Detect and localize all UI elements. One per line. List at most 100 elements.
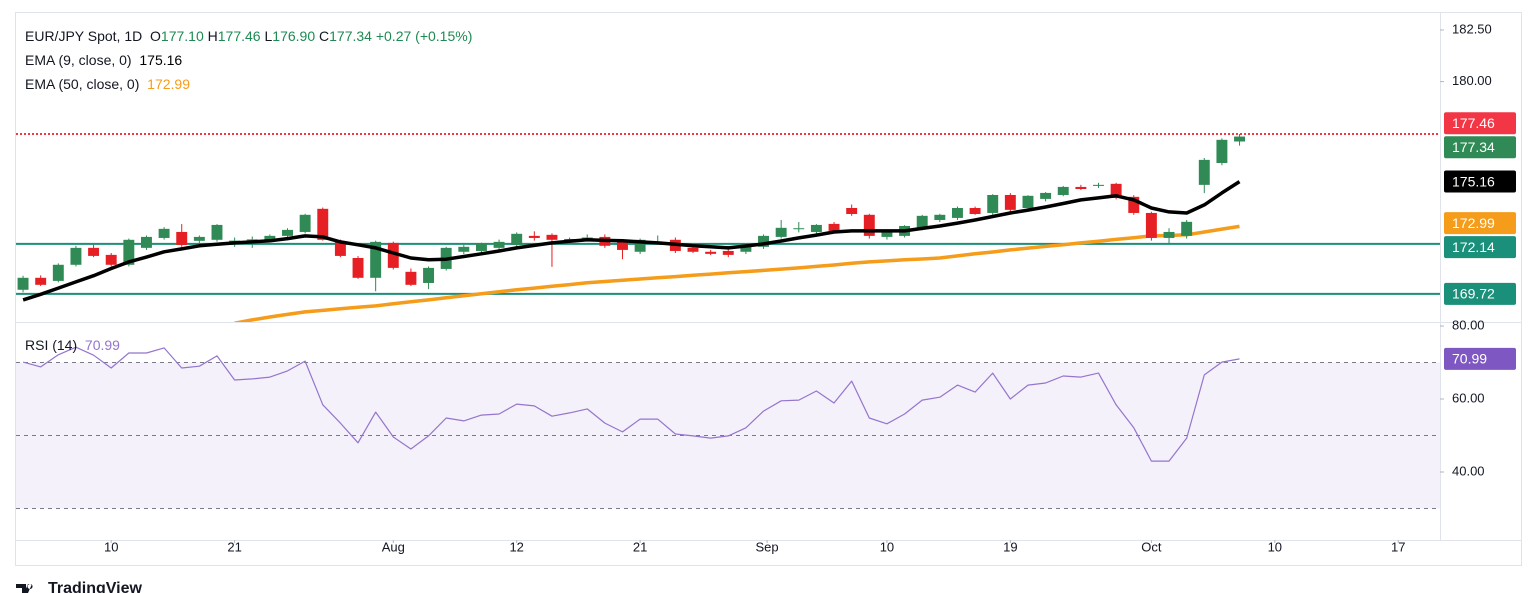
candle-body	[881, 231, 893, 237]
candle-body	[634, 239, 646, 252]
candle-body	[934, 214, 946, 220]
series-name: EMA (50, close, 0)	[25, 76, 140, 92]
candle-body	[1057, 186, 1069, 195]
candle-body	[1181, 221, 1193, 236]
y-tick-label: 60.00	[1452, 390, 1485, 405]
price-legend: EUR/JPY Spot, 1D O177.10 H177.46 L176.90…	[25, 27, 472, 45]
ohlc-value: 177.46	[217, 28, 261, 44]
candle-body	[546, 234, 558, 240]
candle-body	[916, 215, 928, 229]
candle-body	[299, 214, 311, 232]
ema50-legend: EMA (50, close, 0) 172.99	[25, 75, 190, 93]
price-tag	[1444, 236, 1516, 259]
candle-body	[1004, 194, 1016, 210]
x-tick-label: Oct	[1141, 539, 1162, 554]
axes: 180.00 182.50 40.00 60.00 80.00 70.99 10 21 Aug 1…	[104, 21, 1516, 554]
candle-body	[193, 236, 205, 241]
candle-body	[1216, 139, 1228, 163]
candle-body	[1040, 192, 1052, 199]
series-name: EMA (9, close, 0)	[25, 52, 132, 68]
candle-body	[511, 233, 523, 245]
price-tag	[1444, 112, 1516, 135]
candle-body	[617, 241, 628, 250]
candle-body	[793, 228, 805, 230]
series-line	[234, 224, 1240, 322]
candle-body	[387, 242, 399, 268]
ohlc-value: 177.34	[329, 28, 372, 44]
x-tick-label: 21	[227, 539, 241, 554]
candle-body	[758, 235, 769, 247]
candle-body	[140, 236, 152, 248]
symbol-title: EUR/JPY Spot, 1D	[25, 28, 143, 44]
x-tick-label: 10	[104, 539, 118, 554]
price-tag	[1444, 212, 1516, 235]
candle-body	[211, 224, 223, 240]
price-tag	[1444, 347, 1516, 370]
ohlc-key: H	[207, 28, 218, 44]
logo	[16, 584, 33, 593]
price-tag-label: 169.72	[1452, 286, 1495, 302]
price-tag-label: 172.14	[1452, 239, 1495, 255]
candle-body	[176, 231, 188, 245]
candle-body	[810, 224, 822, 232]
ohlc-key: L	[264, 28, 273, 44]
candle-body	[969, 207, 981, 214]
price-tag-label: 70.99	[1452, 351, 1487, 367]
candle-body	[352, 257, 364, 278]
candle-body	[370, 241, 382, 278]
candle-body	[705, 251, 717, 254]
series-line	[22, 346, 1240, 462]
x-tick-label: 21	[633, 539, 647, 554]
candle-body	[687, 247, 699, 252]
ema9-legend: EMA (9, close, 0) 175.16	[25, 51, 182, 69]
price-tag-label: 175.16	[1452, 173, 1495, 189]
candle-body	[1075, 186, 1087, 189]
x-tick-label: 12	[509, 539, 523, 554]
price-tag	[1444, 282, 1516, 305]
ohlc-value: 176.90	[272, 28, 316, 44]
ohlc-value: 177.10	[160, 28, 204, 44]
candle-body	[581, 237, 593, 239]
candle-body	[775, 227, 787, 237]
candle-body	[987, 194, 999, 213]
candle-body	[1163, 231, 1175, 238]
candle-body	[846, 207, 858, 214]
price-tag	[1444, 170, 1516, 193]
candle-body	[528, 235, 540, 238]
change: +0.27 (+0.15%)	[375, 28, 473, 44]
footer-brand: TradingView	[48, 580, 142, 593]
x-tick-label: 10	[1268, 539, 1282, 554]
candle-body	[246, 239, 258, 241]
y-tick-label: 182.50	[1452, 21, 1492, 36]
candle-body	[229, 240, 241, 242]
ohlc-key: O	[150, 28, 161, 44]
x-tick-label: Aug	[382, 539, 405, 554]
candle-body	[282, 229, 293, 236]
price-tag-label: 172.99	[1452, 215, 1495, 231]
candle-body	[1145, 212, 1157, 238]
price-tag	[1444, 136, 1516, 159]
candle-body	[1093, 184, 1104, 186]
candle-body	[88, 247, 100, 256]
candle-body	[740, 244, 752, 252]
candle-body	[105, 254, 117, 265]
candle-body	[951, 207, 963, 218]
price-pane	[16, 133, 1440, 322]
price-tag-label: 177.46	[1452, 115, 1495, 131]
x-tick-label: 10	[880, 539, 894, 554]
rsi-pane	[16, 346, 1440, 510]
candle-body	[1234, 136, 1246, 142]
y-tick-label: 40.00	[1452, 463, 1485, 478]
series-value: 175.16	[139, 52, 183, 68]
frame	[15, 12, 1522, 566]
y-tick-label: 180.00	[1452, 73, 1492, 88]
candle-body	[52, 264, 64, 281]
candle-body	[334, 241, 346, 256]
candle-body	[475, 243, 487, 251]
candle-body	[863, 214, 875, 236]
candle-body	[405, 271, 417, 285]
candle-body	[35, 277, 47, 285]
candle-body	[17, 277, 29, 290]
